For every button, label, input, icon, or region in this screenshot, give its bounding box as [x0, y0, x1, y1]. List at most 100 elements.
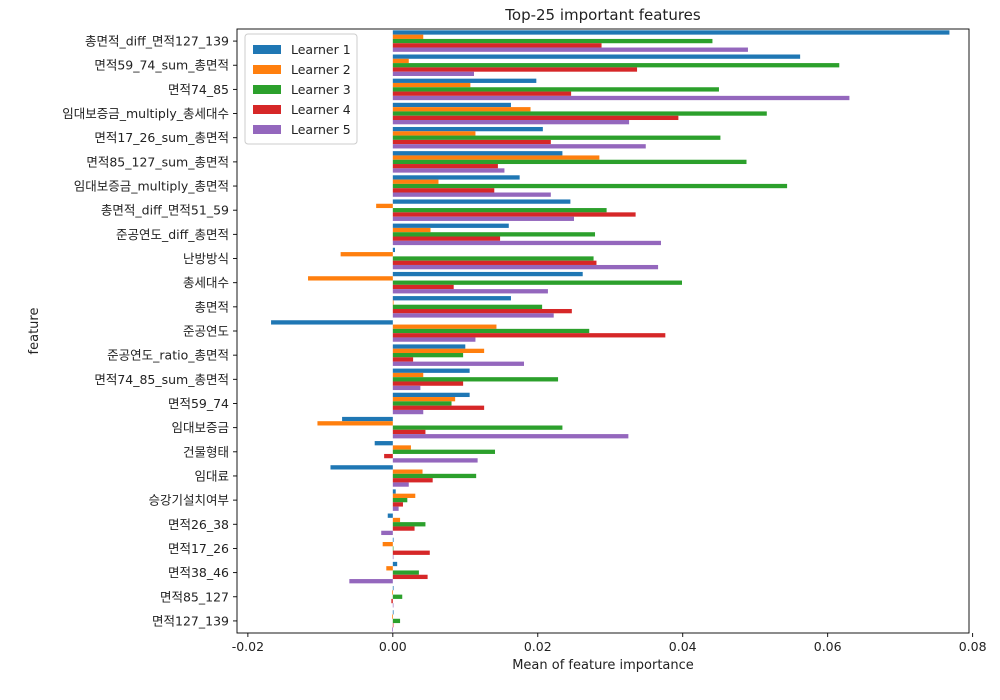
y-tick-label: 준공연도: [183, 324, 229, 339]
bar-learner-1-21: [387, 513, 393, 518]
bar-learner-1-8: [392, 199, 571, 204]
y-tick-label: 면적38_46: [168, 565, 229, 580]
bar-learner-3-5: [392, 135, 721, 140]
bar-learner-2-22: [382, 541, 393, 547]
bar-learner-2-10: [340, 252, 393, 257]
y-axis: 총면적_diff_면적127_139 면적59_74_sum_총면적면적74_85…: [62, 34, 237, 628]
bar-learner-1-22: [392, 537, 394, 542]
bar-learner-3-7: [392, 183, 788, 189]
bar-learner-3-10: [392, 256, 594, 261]
bar-learner-4-5: [392, 139, 551, 145]
bars-group: [271, 30, 950, 632]
bar-learner-5-21: [381, 530, 393, 536]
bar-learner-1-6: [392, 151, 563, 156]
bar-learner-5-15: [392, 385, 421, 391]
x-tick-label: 0.08: [959, 639, 987, 654]
bar-learner-5-14: [392, 361, 525, 366]
bar-learner-5-19: [392, 482, 409, 487]
legend-box: [244, 33, 358, 145]
legend-swatch: [253, 125, 281, 134]
y-tick-label: 승강기설치여부: [148, 493, 229, 508]
y-tick-label: 면적85_127: [160, 589, 229, 604]
bar-learner-5-1: [392, 47, 748, 52]
bar-learner-1-3: [392, 78, 537, 83]
bar-learner-5-4: [392, 120, 630, 125]
bar-learner-1-5: [392, 126, 543, 132]
x-tick-label: 0.04: [669, 639, 697, 654]
bar-learner-3-21: [392, 522, 426, 527]
bar-learner-2-19: [392, 469, 423, 474]
bar-learner-1-20: [392, 489, 396, 494]
bar-learner-1-13: [271, 320, 393, 325]
bar-learner-5-17: [392, 434, 629, 439]
chart-title: Top-25 important features: [504, 6, 701, 24]
bar-learner-4-9: [392, 236, 501, 241]
bar-learner-4-13: [392, 333, 666, 338]
bar-learner-2-14: [392, 348, 485, 354]
bar-learner-3-12: [392, 304, 543, 309]
bar-learner-1-14: [392, 344, 466, 349]
bar-learner-1-25: [392, 610, 394, 615]
bar-learner-4-20: [392, 502, 403, 507]
y-tick-label: 준공연도_diff_총면적: [116, 227, 229, 242]
y-tick-label: 임대보증금: [171, 420, 229, 435]
bar-learner-2-21: [392, 517, 401, 523]
bar-learner-1-2: [392, 54, 801, 59]
bar-learner-4-23: [392, 574, 428, 580]
y-tick-label: 임대보증금_multiply_총면적: [74, 179, 229, 194]
bar-learner-2-16: [392, 397, 456, 402]
bar-learner-5-22: [392, 554, 394, 560]
y-tick-label: 면적17_26: [168, 541, 229, 556]
bar-learner-4-21: [392, 526, 415, 531]
bar-learner-2-24: [392, 590, 393, 595]
bar-learner-2-23: [386, 566, 393, 571]
bar-learner-1-12: [392, 296, 511, 301]
bar-learner-3-8: [392, 208, 607, 213]
y-tick-label: 면적26_38: [168, 517, 229, 532]
bar-learner-4-19: [392, 478, 433, 483]
x-tick-label: -0.02: [232, 639, 264, 654]
bar-learner-4-17: [392, 429, 426, 435]
bar-learner-4-18: [384, 453, 393, 459]
bar-learner-5-23: [349, 579, 393, 584]
legend-label: Learner 5: [291, 122, 351, 137]
bar-learner-2-2: [392, 58, 409, 64]
bar-learner-2-5: [392, 131, 476, 136]
bar-learner-2-25: [392, 614, 393, 619]
legend-label: Learner 2: [291, 62, 351, 77]
bar-learner-1-19: [330, 465, 393, 470]
bar-learner-1-15: [392, 368, 470, 373]
bar-learner-3-3: [392, 87, 719, 92]
bar-learner-2-13: [392, 324, 497, 329]
bar-learner-3-17: [392, 425, 563, 430]
bar-learner-5-20: [392, 506, 399, 511]
y-tick-label: 면적59_74: [168, 396, 229, 411]
bar-learner-3-22: [392, 546, 394, 551]
bar-learner-5-12: [392, 313, 554, 318]
legend-swatch: [253, 105, 281, 114]
bar-learner-5-9: [392, 240, 661, 246]
y-tick-label: 총면적: [194, 299, 229, 314]
bar-learner-1-18: [374, 441, 393, 446]
bar-learner-5-3: [392, 95, 850, 101]
bar-learner-5-25: [392, 627, 393, 632]
bar-learner-5-16: [392, 409, 424, 415]
bar-learner-2-18: [392, 445, 411, 450]
bar-learner-1-1: [392, 30, 950, 35]
y-tick-label: 건물형태: [183, 444, 229, 459]
bar-learner-4-8: [392, 212, 636, 217]
bar-learner-4-25: [392, 623, 394, 628]
bar-learner-2-17: [317, 421, 393, 426]
x-tick-label: 0.00: [379, 639, 407, 654]
legend-swatch: [253, 65, 281, 74]
y-tick-label: 면적127_139: [152, 613, 229, 628]
bar-learner-3-25: [392, 618, 401, 624]
bar-learner-5-5: [392, 144, 646, 149]
bar-learner-3-18: [392, 449, 496, 454]
bar-learner-5-10: [392, 264, 659, 270]
bar-learner-5-2: [392, 71, 474, 76]
x-tick-label: 0.06: [814, 639, 842, 654]
bar-learner-1-10: [392, 247, 395, 253]
legend: Learner 1 Learner 2 Learner 3 Learner 4 Lear…: [244, 33, 358, 145]
